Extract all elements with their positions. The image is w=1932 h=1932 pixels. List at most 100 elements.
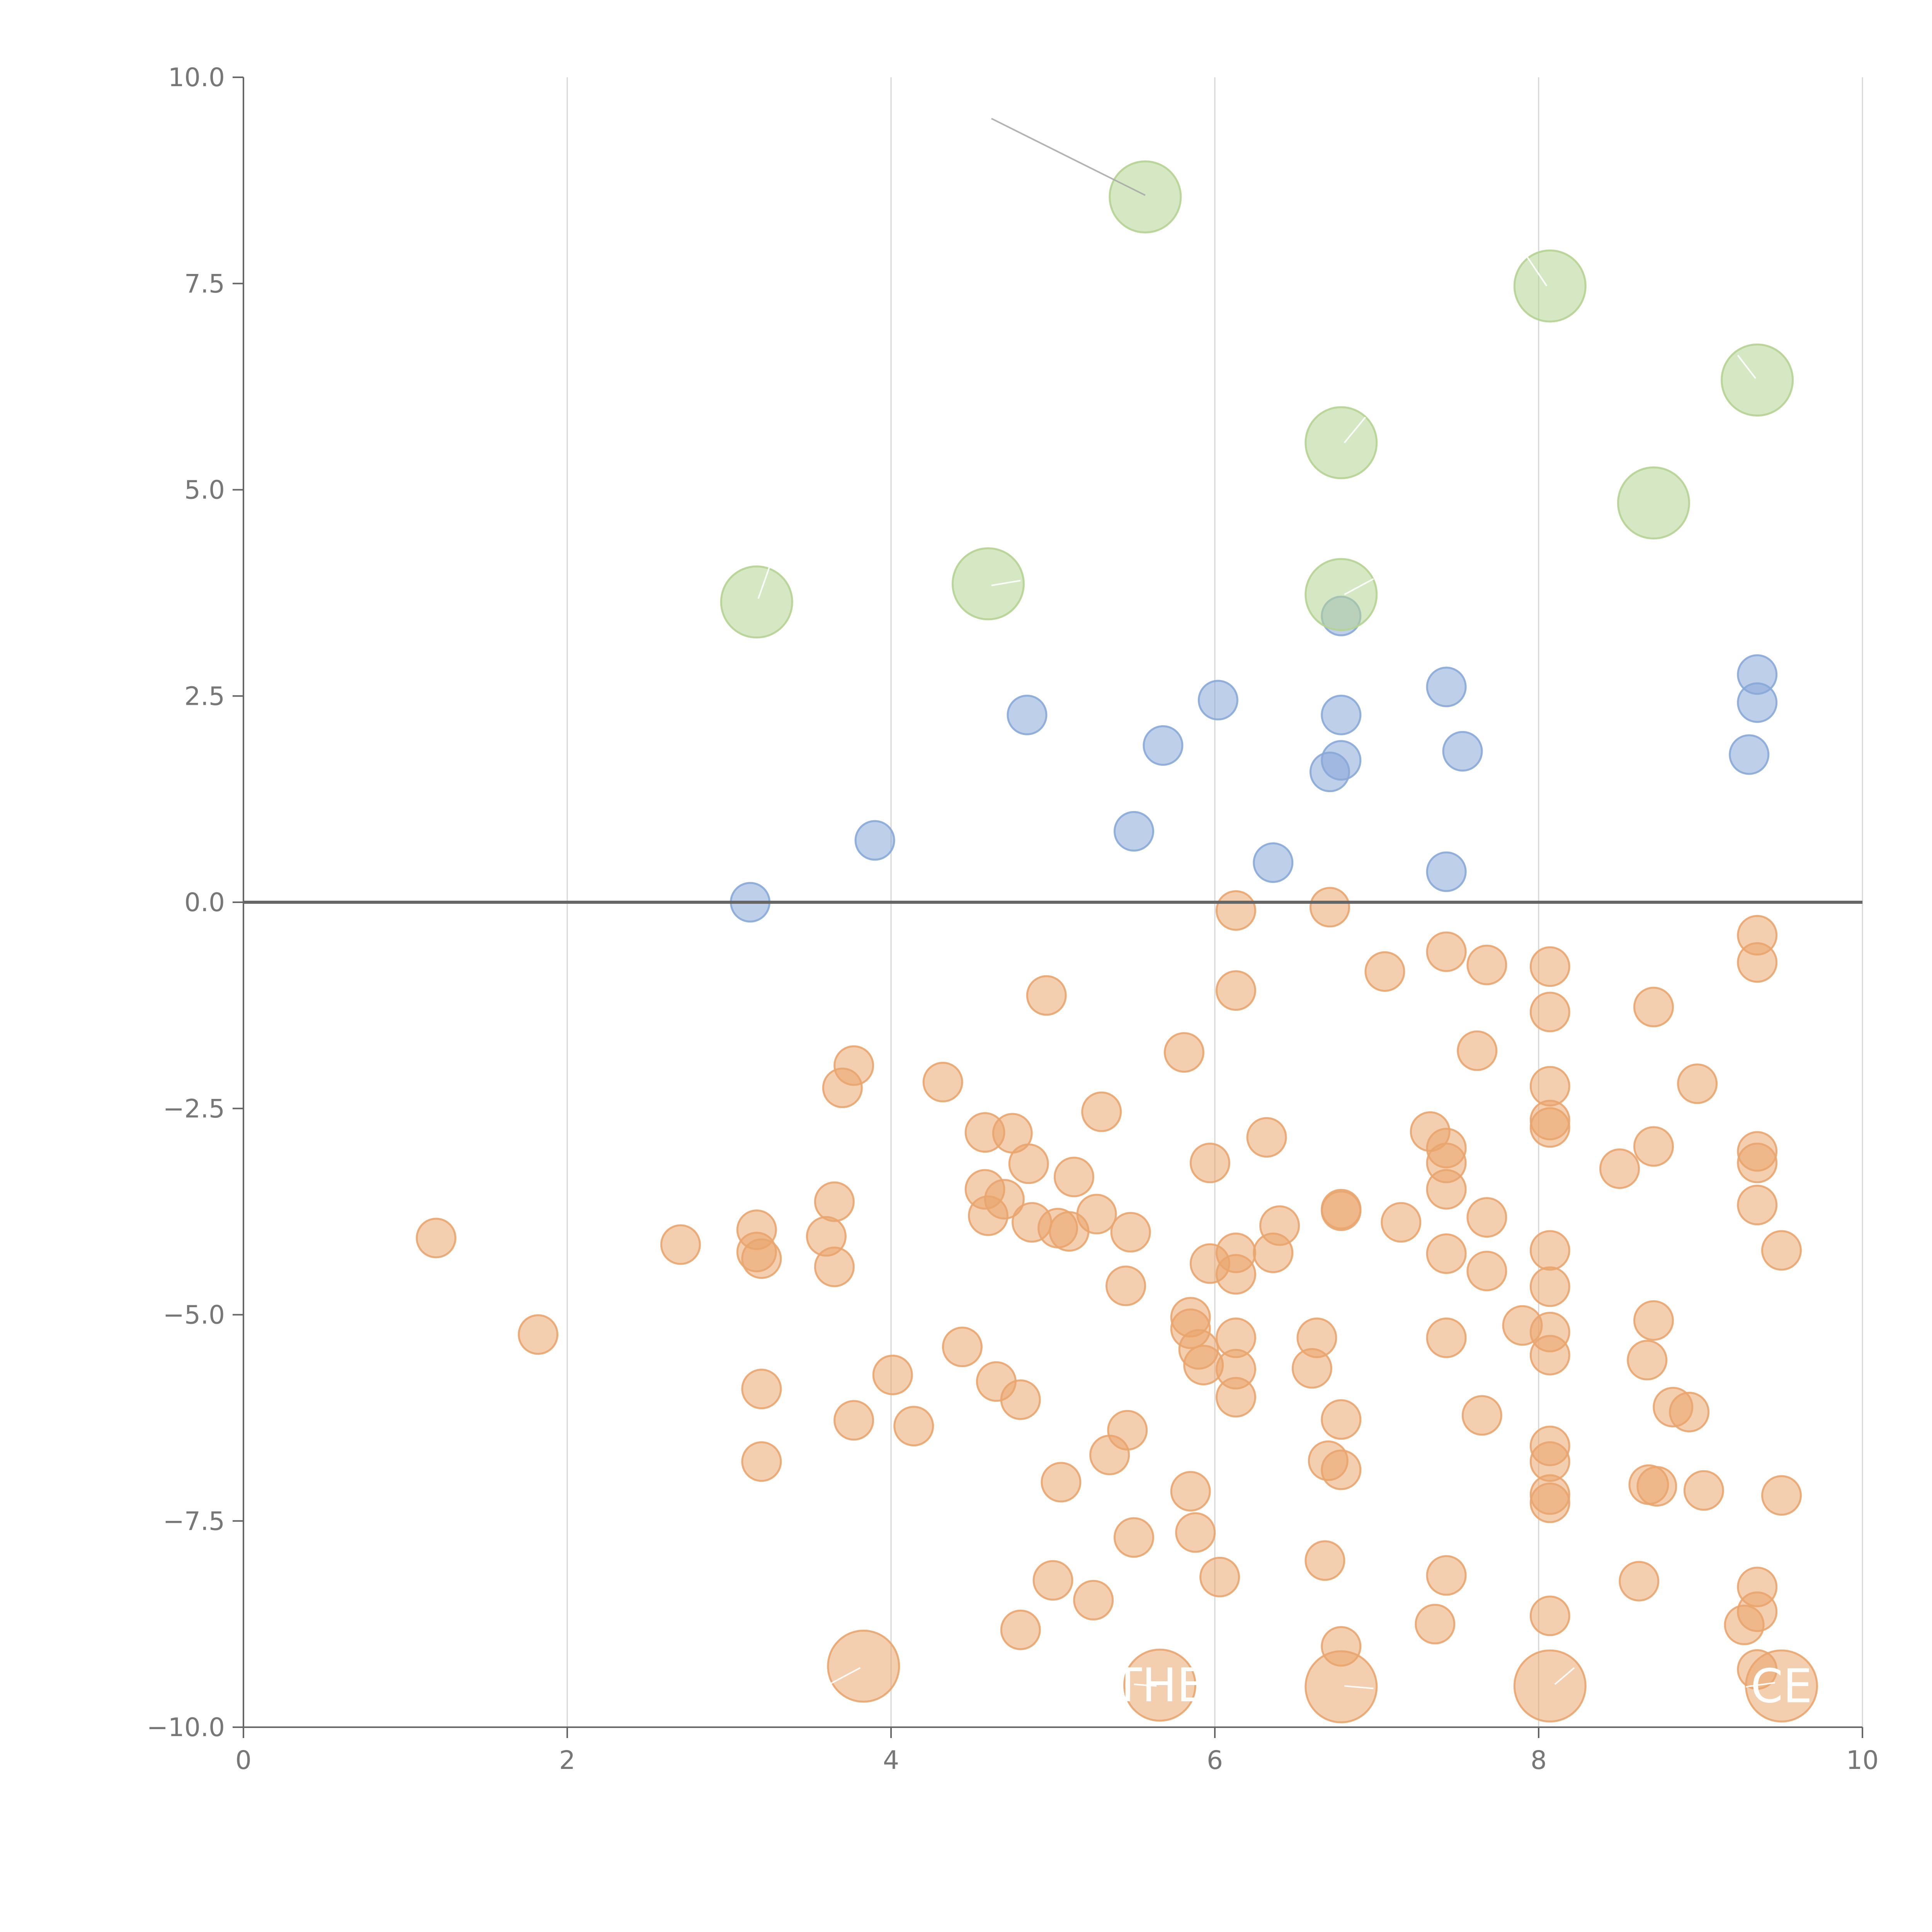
data-point bbox=[1215, 970, 1256, 1011]
data-point bbox=[1599, 1148, 1640, 1189]
data-point bbox=[1529, 1107, 1570, 1148]
data-point bbox=[1426, 851, 1467, 892]
data-point bbox=[720, 565, 793, 639]
series-orange-large bbox=[827, 1629, 1818, 1723]
leader-line bbox=[1554, 1667, 1575, 1685]
data-point bbox=[833, 1400, 874, 1441]
data-point bbox=[1529, 1230, 1570, 1271]
data-point bbox=[1761, 1475, 1802, 1516]
x-tick-label: 2 bbox=[559, 1745, 575, 1775]
y-tick-label: −7.5 bbox=[163, 1506, 225, 1536]
data-point bbox=[1109, 160, 1182, 234]
data-point bbox=[1633, 1126, 1674, 1167]
data-point bbox=[1636, 1466, 1677, 1507]
data-point bbox=[1189, 1143, 1230, 1184]
leader-line bbox=[1134, 1683, 1157, 1687]
data-point bbox=[893, 1406, 934, 1447]
data-point bbox=[1026, 975, 1067, 1016]
data-point bbox=[660, 1224, 701, 1265]
data-point bbox=[1073, 1580, 1114, 1621]
data-point bbox=[1729, 734, 1770, 775]
series-orange bbox=[416, 887, 1802, 1690]
y-tick-label: −10.0 bbox=[147, 1713, 225, 1742]
data-point bbox=[827, 1629, 900, 1703]
data-point bbox=[1304, 406, 1378, 480]
data-point bbox=[741, 1238, 782, 1279]
data-point bbox=[1426, 1233, 1467, 1274]
data-point bbox=[1215, 1377, 1256, 1418]
data-point bbox=[1426, 667, 1467, 707]
data-point bbox=[1304, 1540, 1345, 1581]
data-point bbox=[1721, 344, 1794, 417]
data-point bbox=[1000, 1379, 1041, 1420]
leader-lines bbox=[757, 117, 1776, 1689]
data-point bbox=[1041, 1462, 1082, 1503]
data-point bbox=[1529, 1266, 1570, 1307]
leader-line bbox=[1344, 417, 1366, 444]
leader-line bbox=[991, 580, 1021, 587]
data-point bbox=[1364, 951, 1405, 992]
data-point bbox=[833, 1045, 874, 1086]
data-point bbox=[1415, 1604, 1456, 1645]
data-point bbox=[1442, 731, 1483, 772]
point-annotations: THE CE bbox=[1113, 1659, 1812, 1713]
y-tick-label: 2.5 bbox=[184, 681, 225, 711]
data-point bbox=[1737, 1591, 1778, 1632]
data-point bbox=[1633, 986, 1674, 1027]
data-point bbox=[1633, 1300, 1674, 1341]
data-point bbox=[1114, 811, 1154, 852]
data-point bbox=[1007, 694, 1048, 735]
leader-line bbox=[1344, 1685, 1374, 1689]
data-point bbox=[1677, 1063, 1718, 1104]
data-point bbox=[1529, 1482, 1570, 1523]
data-point bbox=[1110, 1212, 1151, 1253]
data-point bbox=[1737, 942, 1778, 983]
data-point bbox=[922, 1061, 963, 1102]
data-point bbox=[1426, 931, 1467, 972]
data-point bbox=[984, 1179, 1025, 1220]
data-point bbox=[1513, 249, 1587, 323]
data-point bbox=[1000, 1609, 1041, 1650]
series-green bbox=[720, 160, 1794, 639]
data-point bbox=[1296, 1317, 1337, 1358]
data-point bbox=[1197, 680, 1238, 721]
leader-line bbox=[991, 117, 1146, 196]
data-point bbox=[1215, 890, 1256, 931]
data-point bbox=[1215, 1254, 1256, 1295]
data-point bbox=[1259, 1205, 1300, 1246]
data-point bbox=[1466, 1250, 1507, 1291]
data-point bbox=[1253, 842, 1294, 883]
data-point bbox=[1309, 887, 1350, 928]
data-point bbox=[1107, 1410, 1148, 1451]
data-point bbox=[1529, 946, 1570, 987]
data-point bbox=[1683, 1470, 1724, 1511]
y-tick-label: −2.5 bbox=[163, 1094, 225, 1124]
leader-line bbox=[1746, 1682, 1776, 1688]
data-point bbox=[1529, 1335, 1570, 1376]
series-blue bbox=[730, 595, 1778, 923]
data-point bbox=[1466, 944, 1507, 985]
leader-line bbox=[1737, 355, 1757, 379]
data-point bbox=[814, 1181, 855, 1222]
x-axis-ticks: 0 2 4 6 8 10 bbox=[235, 1727, 1879, 1775]
leader-line bbox=[1344, 578, 1374, 595]
data-point bbox=[1170, 1471, 1211, 1512]
data-point bbox=[1669, 1391, 1710, 1432]
data-point bbox=[1321, 1190, 1362, 1231]
data-point bbox=[942, 1327, 983, 1367]
data-point bbox=[741, 1369, 782, 1410]
data-point bbox=[1321, 740, 1362, 781]
data-point bbox=[1426, 1169, 1467, 1210]
data-point bbox=[1737, 1185, 1778, 1226]
data-point bbox=[1175, 1512, 1216, 1553]
data-point bbox=[1321, 1449, 1362, 1490]
y-tick-label: −5.0 bbox=[163, 1300, 225, 1330]
data-point bbox=[814, 1247, 855, 1287]
data-point bbox=[1381, 1202, 1422, 1243]
data-point bbox=[1457, 1030, 1498, 1071]
point-annotation: THE bbox=[1113, 1659, 1206, 1713]
data-point bbox=[1143, 725, 1184, 766]
data-point bbox=[1246, 1117, 1287, 1158]
data-point bbox=[1053, 1156, 1094, 1197]
